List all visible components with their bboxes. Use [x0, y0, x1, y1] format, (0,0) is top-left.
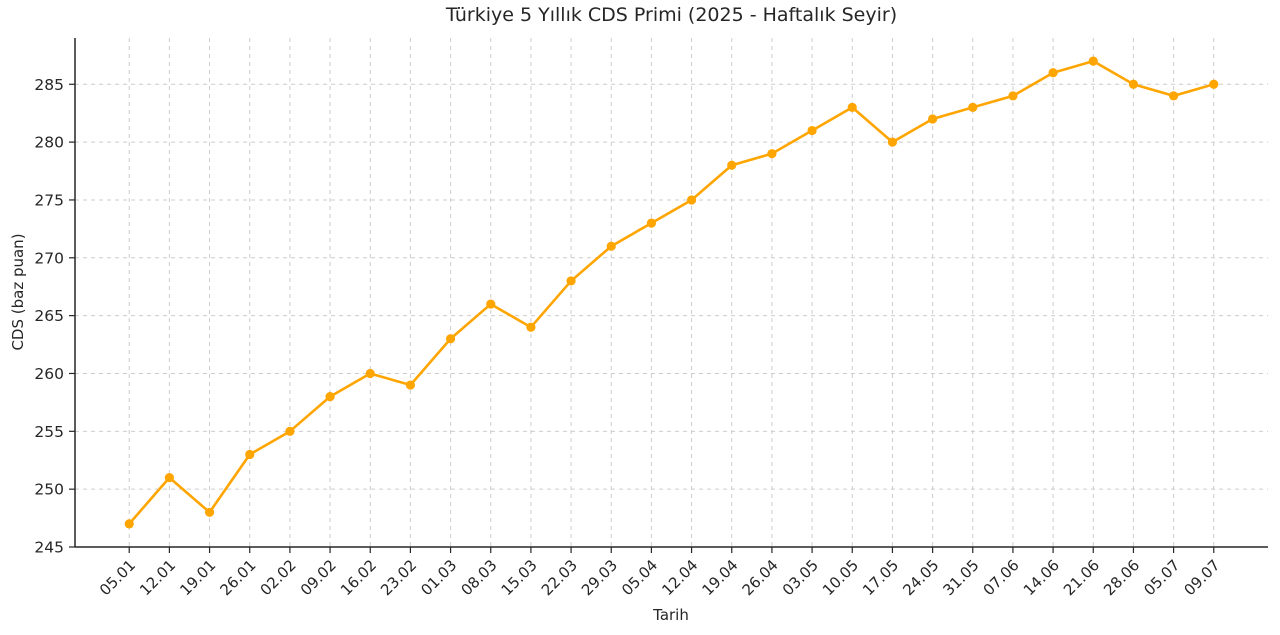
x-tick-label: 22.03: [538, 556, 581, 599]
x-tick-label: 19.01: [176, 556, 219, 599]
data-point: [365, 368, 375, 379]
data-point: [968, 102, 978, 113]
x-tick-label: 28.06: [1100, 556, 1143, 599]
data-point: [727, 160, 737, 170]
data-point: [566, 276, 576, 286]
data-point: [807, 125, 817, 136]
x-tick-label: 21.06: [1060, 556, 1103, 599]
data-point: [1008, 91, 1018, 101]
data-point: [1088, 56, 1098, 66]
y-tick-label: 255: [34, 423, 64, 441]
x-axis-ticks: 05.0112.0119.0126.0102.0209.0216.0223.02…: [96, 547, 1224, 599]
x-tick-label: 05.04: [618, 556, 661, 599]
x-tick-label: 26.01: [216, 556, 259, 599]
x-tick-label: 17.05: [859, 556, 902, 599]
x-tick-label: 09.02: [297, 556, 340, 599]
x-tick-label: 05.01: [96, 556, 139, 599]
x-tick-label: 12.01: [136, 556, 179, 599]
data-point: [526, 322, 536, 332]
x-tick-label: 26.04: [739, 556, 782, 599]
y-tick-label: 270: [34, 249, 64, 267]
data-point: [325, 392, 335, 402]
data-points: [124, 56, 1219, 529]
data-point: [245, 449, 255, 460]
data-point: [887, 137, 898, 147]
grid-vertical: [128, 38, 1215, 547]
x-tick-label: 23.02: [377, 556, 420, 599]
chart-title: Türkiye 5 Yıllık CDS Primi (2025 - Hafta…: [445, 4, 898, 26]
x-tick-label: 02.02: [257, 556, 300, 599]
x-tick-label: 31.05: [939, 556, 982, 599]
x-tick-label: 12.04: [658, 556, 701, 599]
data-point: [767, 149, 777, 159]
x-tick-label: 05.07: [1140, 556, 1183, 599]
data-point: [1128, 79, 1139, 89]
data-point: [1048, 68, 1058, 78]
x-tick-label: 09.07: [1181, 556, 1224, 599]
y-tick-label: 250: [34, 481, 64, 499]
data-point: [606, 241, 616, 251]
data-point: [1169, 91, 1179, 101]
y-axis-label: CDS (baz puan): [9, 233, 27, 351]
data-point: [486, 299, 496, 309]
grid-horizontal: [75, 83, 1268, 548]
x-tick-label: 24.05: [899, 556, 942, 599]
x-tick-label: 29.03: [578, 556, 621, 599]
cds-series-line: [127, 59, 1216, 526]
y-tick-label: 285: [34, 76, 64, 94]
y-tick-label: 265: [34, 307, 64, 325]
data-point: [646, 218, 657, 228]
x-tick-label: 03.05: [779, 556, 822, 599]
data-point: [927, 114, 938, 124]
y-axis-ticks: 245 250 255 260 265 270 275 280 285: [34, 76, 75, 557]
data-point: [124, 519, 134, 529]
y-tick-label: 260: [34, 365, 64, 383]
x-tick-label: 14.06: [1020, 556, 1063, 599]
x-tick-label: 07.06: [980, 556, 1023, 599]
data-point: [847, 102, 857, 113]
x-tick-label: 01.03: [417, 556, 460, 599]
data-point: [445, 334, 456, 344]
data-point: [285, 426, 295, 436]
data-point: [1209, 79, 1219, 89]
data-point: [686, 195, 697, 205]
x-tick-label: 08.03: [457, 556, 500, 599]
x-tick-label: 15.03: [498, 556, 541, 599]
data-point: [405, 380, 416, 390]
x-tick-label: 19.04: [698, 556, 741, 599]
y-tick-label: 275: [34, 191, 64, 209]
y-tick-label: 280: [34, 134, 64, 152]
x-axis-label: Tarih: [653, 606, 689, 624]
x-tick-label: 10.05: [819, 556, 862, 599]
data-point: [164, 472, 174, 483]
x-tick-label: 16.02: [337, 556, 380, 599]
data-point: [204, 507, 215, 517]
y-tick-label: 245: [34, 539, 64, 557]
